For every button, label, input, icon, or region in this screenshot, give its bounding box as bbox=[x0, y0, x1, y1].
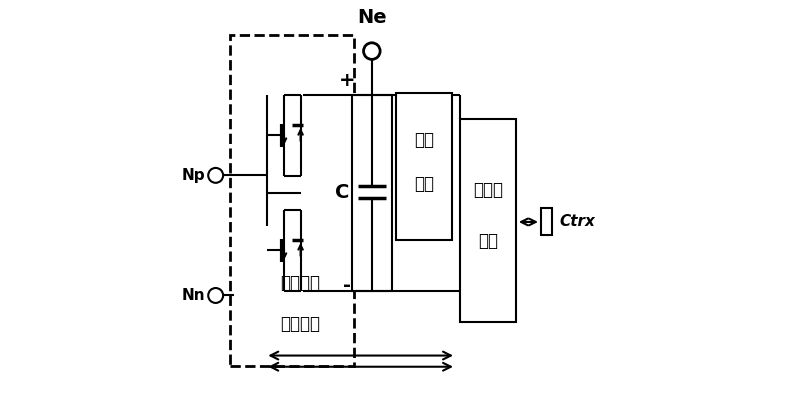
Text: Np: Np bbox=[182, 168, 206, 183]
Text: +: + bbox=[339, 70, 356, 90]
Text: 电路单元: 电路单元 bbox=[281, 316, 321, 334]
Text: 电源: 电源 bbox=[414, 175, 434, 193]
Bar bbox=[460, 119, 516, 322]
Text: Ctrx: Ctrx bbox=[560, 214, 596, 229]
Text: 电力电子: 电力电子 bbox=[281, 274, 321, 292]
Text: -: - bbox=[343, 276, 351, 296]
Text: Nn: Nn bbox=[182, 288, 206, 303]
Bar bbox=[352, 95, 392, 291]
Text: 取能: 取能 bbox=[414, 131, 434, 148]
Bar bbox=[541, 208, 553, 236]
Text: 制器: 制器 bbox=[478, 232, 498, 250]
Text: Ne: Ne bbox=[357, 8, 386, 28]
Bar bbox=[230, 35, 354, 366]
Text: C: C bbox=[335, 183, 349, 202]
Text: 模块控: 模块控 bbox=[473, 181, 503, 199]
Bar bbox=[396, 93, 452, 240]
